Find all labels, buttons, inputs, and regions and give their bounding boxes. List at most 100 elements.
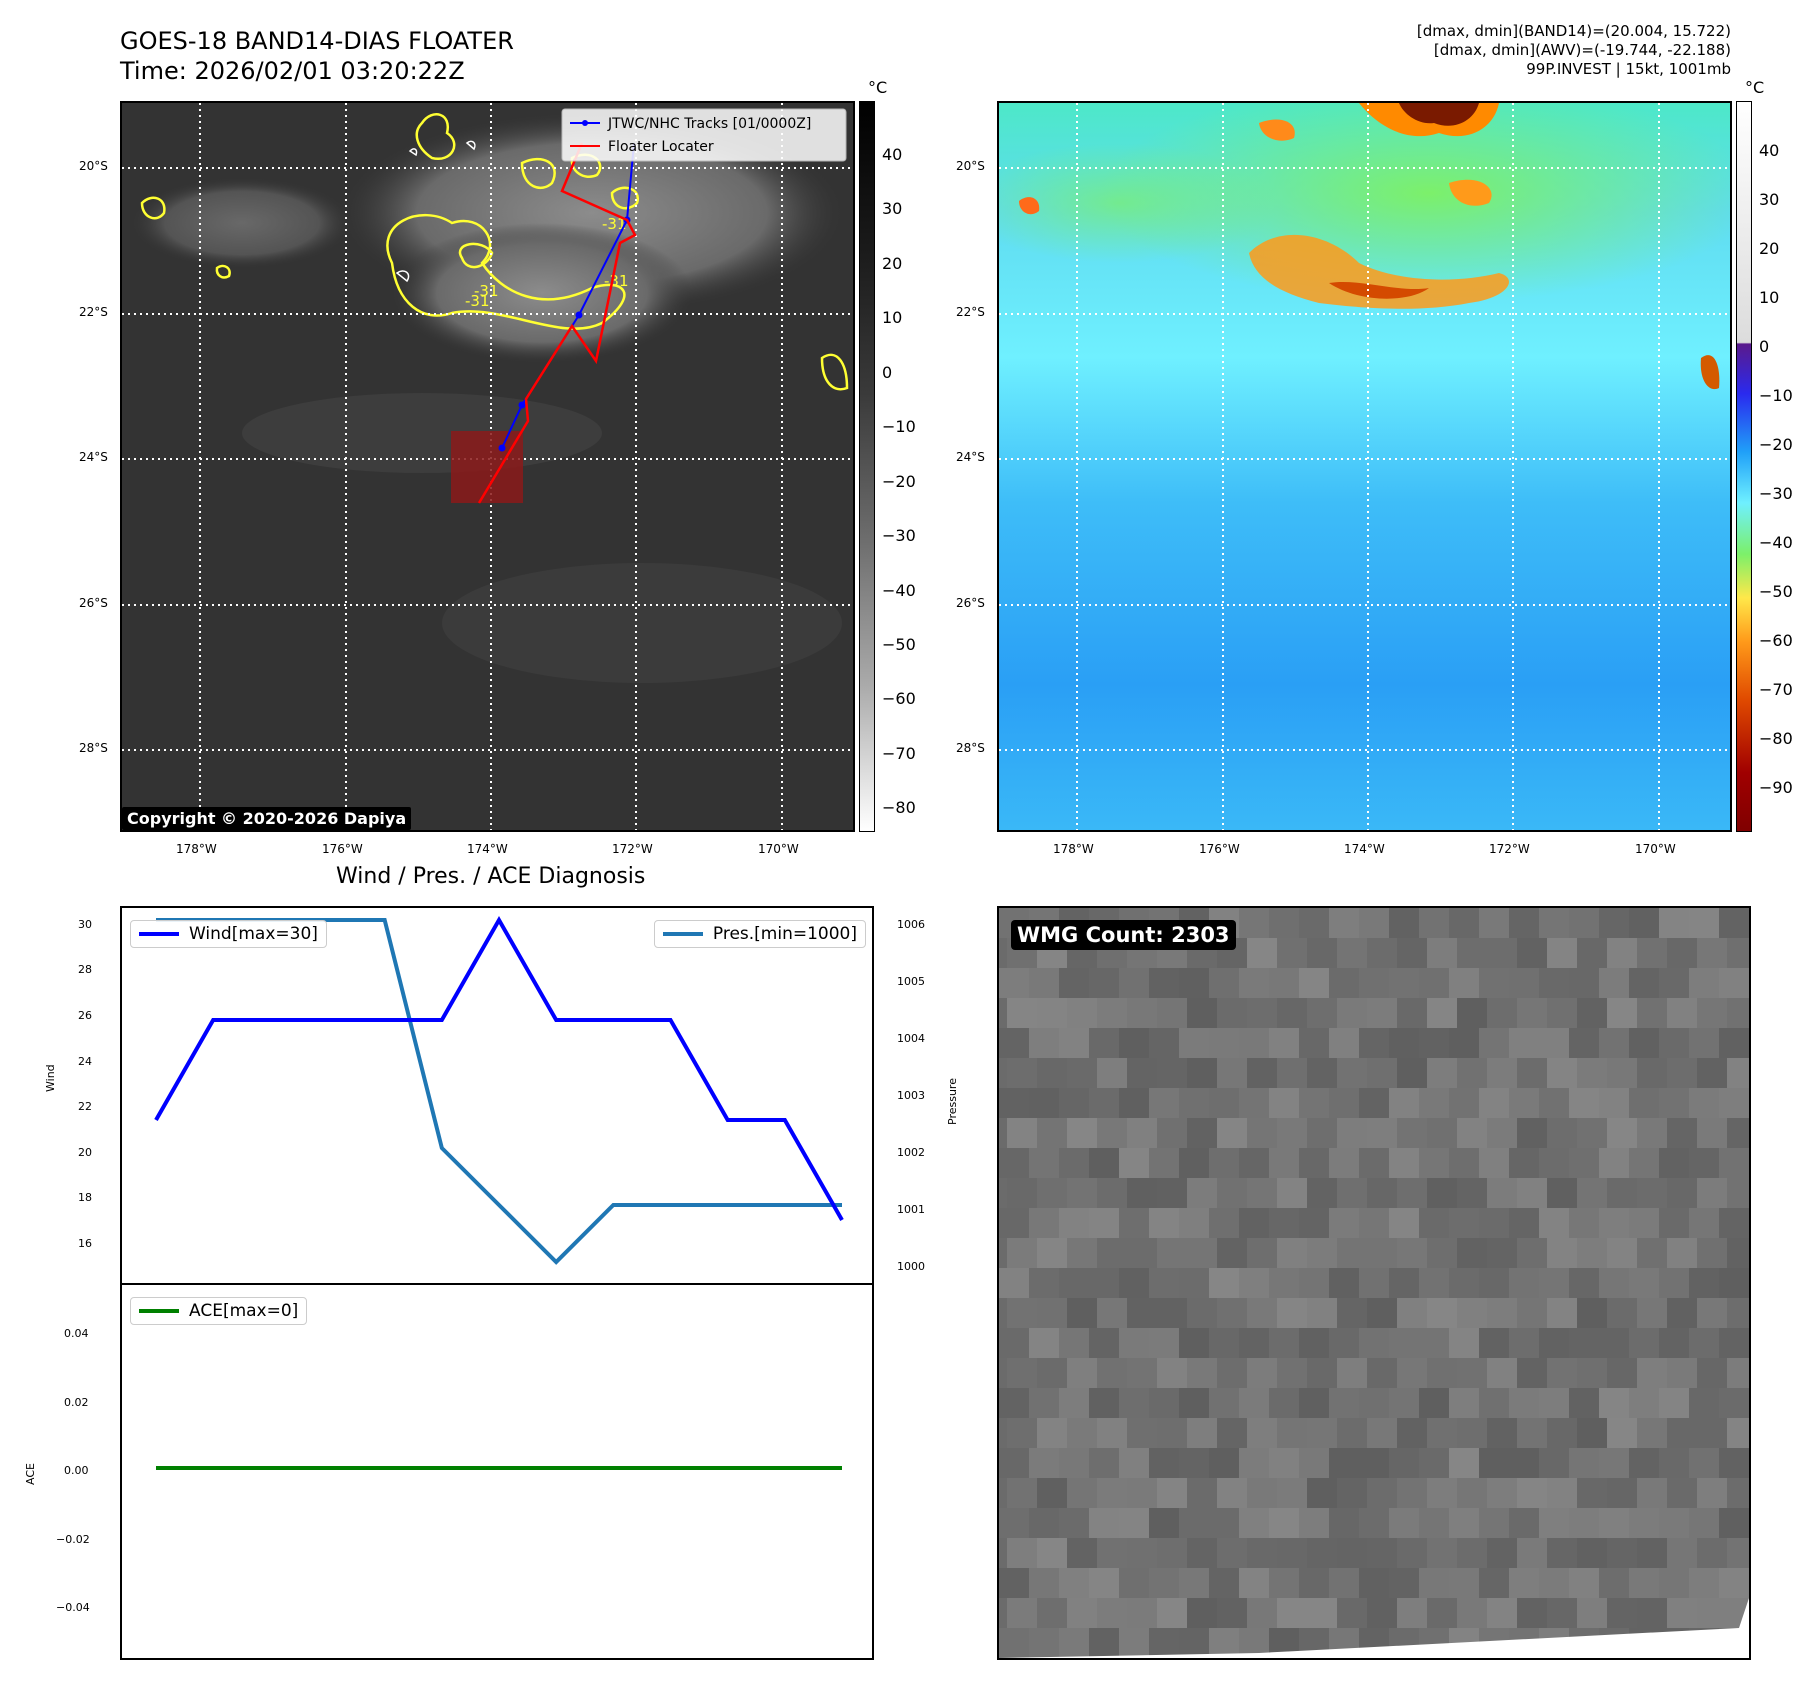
- wmg-tile: [1359, 908, 1389, 938]
- wmg-tile: [1337, 1178, 1367, 1208]
- wmg-tile: [1149, 1628, 1179, 1658]
- wmg-tile: [1157, 1538, 1187, 1568]
- wmg-tile: [1209, 1448, 1239, 1478]
- wmg-tile: [1127, 1478, 1157, 1508]
- wmg-tile: [1209, 1328, 1239, 1358]
- wmg-tile: [1157, 1598, 1187, 1628]
- wmg-tile: [1239, 1268, 1269, 1298]
- wmg-tile: [1037, 1478, 1067, 1508]
- wmg-tiles: [999, 908, 1749, 1658]
- wmg-tile: [1329, 968, 1359, 998]
- wmg-tile: [1329, 1268, 1359, 1298]
- wmg-tile: [1029, 1448, 1059, 1478]
- legend-jtwc-label: JTWC/NHC Tracks [01/0000Z]: [607, 116, 811, 132]
- wmg-tile: [1577, 1238, 1607, 1268]
- awv-map-svg: [999, 103, 1730, 830]
- wmg-tile: [1659, 1268, 1689, 1298]
- wmg-tile: [1397, 1058, 1427, 1088]
- wmg-tile: [1149, 1448, 1179, 1478]
- wmg-tile: [1479, 968, 1509, 998]
- wmg-tile: [1359, 1148, 1389, 1178]
- wmg-tile: [1239, 1148, 1269, 1178]
- wmg-tile: [1607, 1298, 1637, 1328]
- wmg-tile: [1269, 1568, 1299, 1598]
- wmg-tile: [1359, 1208, 1389, 1238]
- wmg-tile: [1149, 1088, 1179, 1118]
- wmg-tile: [1029, 1028, 1059, 1058]
- wmg-tile: [1727, 1538, 1749, 1568]
- pres-axis-label: Pressure: [946, 1078, 959, 1125]
- wmg-tile: [1457, 998, 1487, 1028]
- colorbar-tick: −40: [1759, 533, 1793, 552]
- wmg-tile: [1059, 1208, 1089, 1238]
- wmg-tile: [1337, 1598, 1367, 1628]
- wmg-tile: [1547, 1298, 1577, 1328]
- wmg-tile: [1427, 1358, 1457, 1388]
- wmg-tile: [1329, 1508, 1359, 1538]
- wmg-tile: [1449, 1508, 1479, 1538]
- wmg-tile: [1007, 998, 1037, 1028]
- wmg-tile: [1059, 1568, 1089, 1598]
- wmg-tile: [1689, 968, 1719, 998]
- wmg-tile: [1329, 1088, 1359, 1118]
- wmg-tile: [1427, 1598, 1457, 1628]
- wmg-tile: [1277, 1598, 1307, 1628]
- wmg-tile: [1599, 1028, 1629, 1058]
- wmg-tile: [1517, 1178, 1547, 1208]
- wmg-tile: [1509, 968, 1539, 998]
- wmg-tile: [1629, 1088, 1659, 1118]
- wmg-tile: [1329, 1568, 1359, 1598]
- lat-label: 24°S: [956, 450, 985, 464]
- wmg-tile: [1029, 1088, 1059, 1118]
- wmg-tile: [1667, 998, 1697, 1028]
- wmg-tile: [1397, 1178, 1427, 1208]
- wmg-tile: [1329, 1448, 1359, 1478]
- wmg-tile: [999, 1088, 1029, 1118]
- wmg-tile: [1097, 1478, 1127, 1508]
- ir-map-panel: -31 -31 -31 -31 JTWC/NHC Tracks [01/0000…: [120, 101, 855, 832]
- wmg-tile: [999, 968, 1029, 998]
- wmg-tile: [1217, 1298, 1247, 1328]
- lat-label: 26°S: [79, 596, 108, 610]
- wmg-tile: [1187, 1418, 1217, 1448]
- wmg-tile: [1397, 1238, 1427, 1268]
- wmg-tile: [1029, 1268, 1059, 1298]
- ace-tick: 0.00: [64, 1464, 89, 1477]
- colorbar-tick: −20: [882, 472, 916, 491]
- wmg-tile: [1149, 1148, 1179, 1178]
- wmg-tile: [1389, 968, 1419, 998]
- wmg-tile: [1607, 998, 1637, 1028]
- wmg-tile: [1517, 1058, 1547, 1088]
- wmg-tile: [1697, 1118, 1727, 1148]
- wmg-tile: [1119, 1448, 1149, 1478]
- wmg-tile: [1337, 938, 1367, 968]
- wmg-tile: [1629, 1568, 1659, 1598]
- wmg-tile: [1239, 1328, 1269, 1358]
- wmg-tile: [1059, 1628, 1089, 1658]
- wmg-tile: [1479, 1328, 1509, 1358]
- legend-locater-label: Floater Locater: [608, 139, 714, 155]
- white-contours: [395, 140, 476, 283]
- wmg-tile: [1329, 1148, 1359, 1178]
- wmg-tile: [1269, 1328, 1299, 1358]
- wmg-tile: [1269, 1148, 1299, 1178]
- wmg-tile: [1689, 1028, 1719, 1058]
- wmg-tile: [1659, 1328, 1689, 1358]
- colorbar-tick: −60: [882, 689, 916, 708]
- wmg-tile: [1719, 1328, 1749, 1358]
- wmg-tile: [1217, 1358, 1247, 1388]
- wmg-tile: [1719, 1088, 1749, 1118]
- wmg-tile: [1667, 1238, 1697, 1268]
- wmg-tile: [1179, 1568, 1209, 1598]
- wmg-tile: [1277, 938, 1307, 968]
- ace-svg: [156, 1466, 842, 1470]
- colorbar-tick: −80: [882, 798, 916, 817]
- wmg-tile: [1697, 998, 1727, 1028]
- wmg-tile: [1157, 1058, 1187, 1088]
- wmg-tile: [1337, 1478, 1367, 1508]
- wmg-tile: [1097, 1118, 1127, 1148]
- wmg-tile: [1419, 1268, 1449, 1298]
- wmg-tile: [1239, 1208, 1269, 1238]
- wmg-tile: [1179, 1628, 1209, 1658]
- wmg-tile: [1629, 1148, 1659, 1178]
